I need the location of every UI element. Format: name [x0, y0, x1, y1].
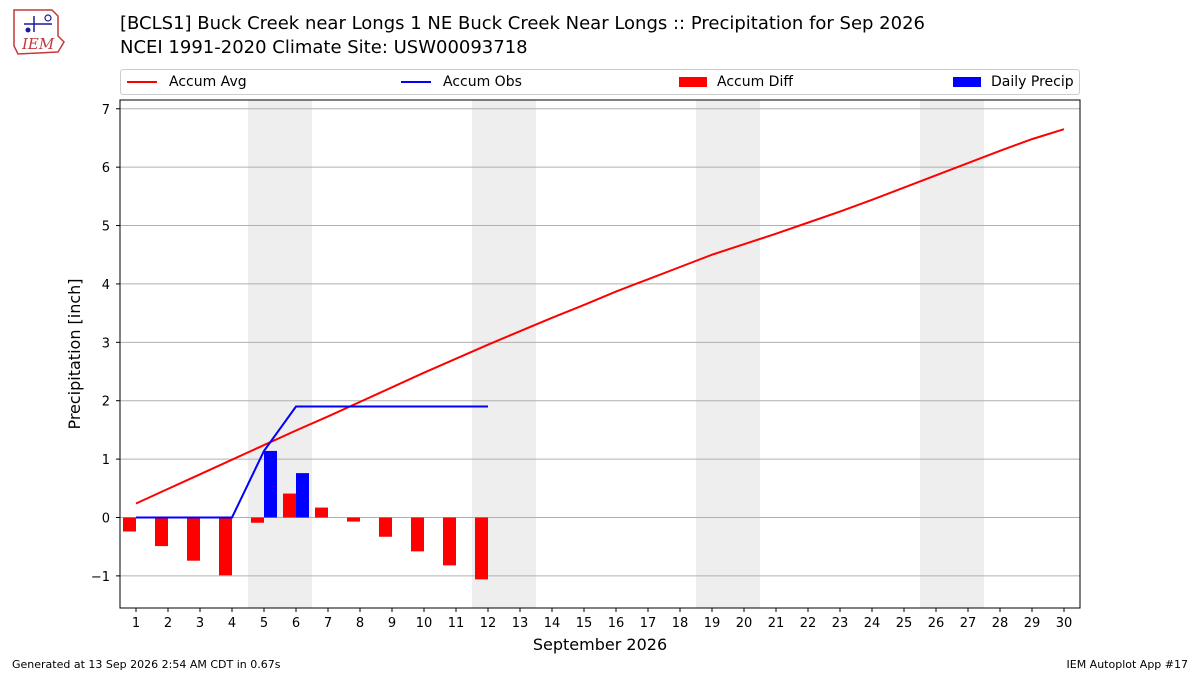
accum-diff-bar-6 — [283, 493, 296, 518]
y-tick-label-2: 1 — [102, 453, 110, 468]
x-tick-label-21: 21 — [768, 616, 785, 631]
accum-diff-bar-3 — [187, 517, 200, 561]
y-tick-label-4: 3 — [102, 336, 110, 351]
legend-label-accum-obs: Accum Obs — [443, 74, 522, 90]
x-tick-label-24: 24 — [864, 616, 881, 631]
x-tick-label-14: 14 — [544, 616, 561, 631]
legend-label-daily-precip: Daily Precip — [991, 74, 1074, 90]
y-tick-label-8: 7 — [102, 103, 110, 118]
x-tick-label-26: 26 — [928, 616, 945, 631]
x-tick-label-1: 1 — [132, 616, 140, 631]
x-tick-label-29: 29 — [1024, 616, 1041, 631]
x-tick-label-16: 16 — [608, 616, 625, 631]
x-tick-label-2: 2 — [164, 616, 172, 631]
footer-generated-text: Generated at 13 Sep 2026 2:54 AM CDT in … — [12, 658, 281, 671]
legend-item-daily-precip: Daily Precip — [953, 74, 1074, 90]
x-tick-label-9: 9 — [388, 616, 396, 631]
legend-swatch-accum-diff — [679, 77, 707, 87]
x-tick-label-19: 19 — [704, 616, 721, 631]
x-tick-label-18: 18 — [672, 616, 689, 631]
y-tick-label-7: 6 — [102, 161, 110, 176]
x-tick-label-27: 27 — [960, 616, 977, 631]
legend-item-accum-diff: Accum Diff — [679, 74, 793, 90]
x-axis-label: September 2026 — [533, 635, 667, 654]
x-tick-label-23: 23 — [832, 616, 849, 631]
accum-diff-bar-11 — [443, 517, 456, 566]
footer-app-text: IEM Autoplot App #17 — [1066, 658, 1189, 671]
legend-label-accum-avg: Accum Avg — [169, 74, 247, 90]
x-tick-label-6: 6 — [292, 616, 300, 631]
x-tick-label-13: 13 — [512, 616, 529, 631]
chart-title: [BCLS1] Buck Creek near Longs 1 NE Buck … — [120, 13, 925, 34]
daily-precip-bar-5 — [264, 450, 277, 518]
x-tick-label-20: 20 — [736, 616, 753, 631]
chart-subtitle: NCEI 1991-2020 Climate Site: USW00093718 — [120, 37, 528, 58]
x-tick-label-11: 11 — [448, 616, 465, 631]
x-tick-label-17: 17 — [640, 616, 657, 631]
accum-diff-bar-1 — [123, 517, 136, 532]
iem-logo: IEM — [13, 9, 65, 55]
y-tick-label-3: 2 — [102, 395, 110, 410]
legend-swatch-accum-obs — [401, 81, 431, 83]
accum-diff-bar-9 — [379, 517, 392, 537]
accum-diff-bar-12 — [475, 517, 488, 580]
logo-text: IEM — [21, 35, 55, 53]
x-tick-label-15: 15 — [576, 616, 593, 631]
daily-precip-bar-6 — [296, 473, 309, 518]
accum-diff-bar-4 — [219, 517, 232, 576]
x-tick-label-25: 25 — [896, 616, 913, 631]
y-tick-label-6: 5 — [102, 220, 110, 235]
accum-obs-line — [136, 405, 488, 519]
x-tick-label-22: 22 — [800, 616, 817, 631]
x-tick-label-30: 30 — [1056, 616, 1073, 631]
weekend-band-3 — [920, 100, 984, 608]
x-tick-label-3: 3 — [196, 616, 204, 631]
y-tick-label-5: 4 — [102, 278, 110, 293]
x-tick-label-4: 4 — [228, 616, 236, 631]
legend-item-accum-avg: Accum Avg — [127, 74, 247, 90]
x-tick-label-5: 5 — [260, 616, 268, 631]
accum-diff-bar-2 — [155, 517, 168, 547]
accum-diff-bar-8 — [347, 517, 360, 522]
accum-diff-bar-10 — [411, 517, 424, 552]
x-tick-label-7: 7 — [324, 616, 332, 631]
y-axis-label: Precipitation [inch] — [65, 278, 84, 429]
legend: Accum Avg Accum Obs Accum Diff Daily Pre… — [120, 69, 1080, 95]
weekend-band-2 — [696, 100, 760, 608]
x-tick-label-12: 12 — [480, 616, 497, 631]
plot-frame — [119, 99, 1081, 609]
legend-item-accum-obs: Accum Obs — [401, 74, 522, 90]
x-tick-label-10: 10 — [416, 616, 433, 631]
accum-diff-bar-5 — [251, 517, 264, 523]
weekend-band-0 — [248, 100, 312, 608]
x-tick-label-28: 28 — [992, 616, 1009, 631]
legend-swatch-daily-precip — [953, 77, 981, 87]
legend-label-accum-diff: Accum Diff — [717, 74, 794, 90]
x-tick-label-8: 8 — [356, 616, 364, 631]
accum-avg-line — [135, 128, 1065, 505]
y-tick-label-1: 0 — [102, 511, 110, 526]
legend-swatch-accum-avg — [127, 81, 157, 83]
accum-diff-bar-7 — [315, 507, 328, 518]
y-tick-label-0: −1 — [91, 570, 110, 585]
